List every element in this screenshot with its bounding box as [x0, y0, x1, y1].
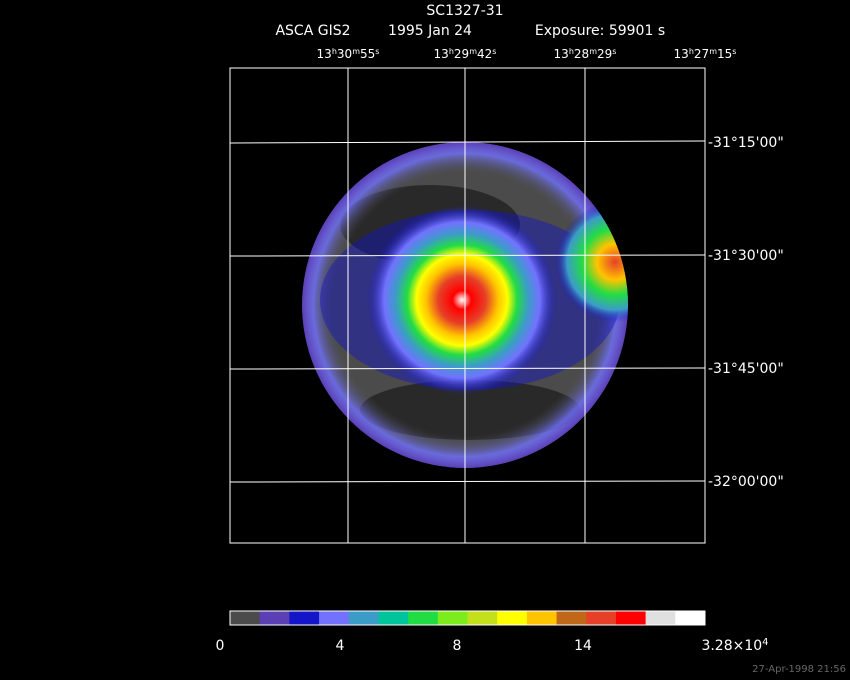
colorbar-label: 0: [216, 638, 225, 654]
colorbar-segment: [615, 611, 647, 625]
ra-value: 28: [574, 47, 589, 61]
ra-unit: m: [469, 47, 477, 56]
ra-unit: s: [732, 47, 736, 56]
ra-unit: s: [612, 47, 616, 56]
dec-label: -32°00'00": [708, 474, 784, 490]
frame: [229, 67, 706, 544]
colorbar-segment: [408, 611, 439, 625]
ra-unit: h: [332, 47, 337, 56]
ra-value: 13: [434, 47, 449, 61]
colorbar-segment: [289, 611, 320, 625]
ra-label: 13h30m55s: [317, 47, 380, 62]
ra-unit: s: [375, 47, 379, 56]
ra-value: 27: [694, 47, 709, 61]
timestamp: 27-Apr-1998 21:56: [752, 664, 846, 675]
ra-unit: m: [352, 47, 360, 56]
date: 1995 Jan 24: [388, 23, 472, 39]
colorbar-segment: [586, 611, 617, 625]
colorbar-segment: [675, 611, 706, 625]
ra-value: 42: [477, 47, 492, 61]
ra-unit: m: [709, 47, 717, 56]
colorbar-segment: [437, 611, 468, 625]
instrument: ASCA GIS2: [275, 23, 350, 39]
ra-unit: m: [589, 47, 597, 56]
mantissa: 3.28×10: [701, 638, 762, 654]
colorbar-segment: [556, 611, 587, 625]
ra-value: 30: [337, 47, 352, 61]
ra-value: 29: [454, 47, 469, 61]
exposure: Exposure: 59901 s: [535, 23, 665, 39]
xray-image: [302, 142, 628, 468]
ra-unit: h: [569, 47, 574, 56]
dec-label: -31°45'00": [708, 361, 784, 377]
dec-label: -31°15'00": [708, 135, 784, 151]
ra-label: 13h28m29s: [554, 47, 617, 62]
colorbar-label: 8: [453, 638, 462, 654]
colorbar-max-label: 3.28×104: [701, 637, 768, 655]
ra-label: 13h29m42s: [434, 47, 497, 62]
ra-unit: h: [449, 47, 454, 56]
ra-unit: s: [492, 47, 496, 56]
title: SC1327-31: [426, 3, 503, 19]
colorbar-segment: [348, 611, 379, 625]
colorbar-segment: [467, 611, 498, 625]
colorbar-segment: [378, 611, 409, 625]
colorbar-segment: [230, 611, 261, 625]
ra-unit: h: [689, 47, 694, 56]
colorbar-segment: [319, 611, 350, 625]
ra-value: 13: [317, 47, 332, 61]
dec-label: -31°30'00": [708, 248, 784, 264]
ra-value: 29: [597, 47, 612, 61]
colorbar-label: 14: [574, 638, 592, 654]
colorbar-label: 4: [336, 638, 345, 654]
ra-label: 13h27m15s: [674, 47, 737, 62]
colorbar-segment: [497, 611, 528, 625]
ra-value: 13: [554, 47, 569, 61]
exponent: 4: [762, 637, 768, 648]
ra-value: 55: [360, 47, 375, 61]
coordinate-grid: [229, 68, 706, 543]
colorbar-segment: [526, 611, 558, 625]
ra-value: 13: [674, 47, 689, 61]
ra-value: 15: [717, 47, 732, 61]
colorbar-frame: [229, 610, 706, 626]
colorbar-segment: [259, 611, 290, 625]
colorbar-segment: [645, 611, 676, 625]
